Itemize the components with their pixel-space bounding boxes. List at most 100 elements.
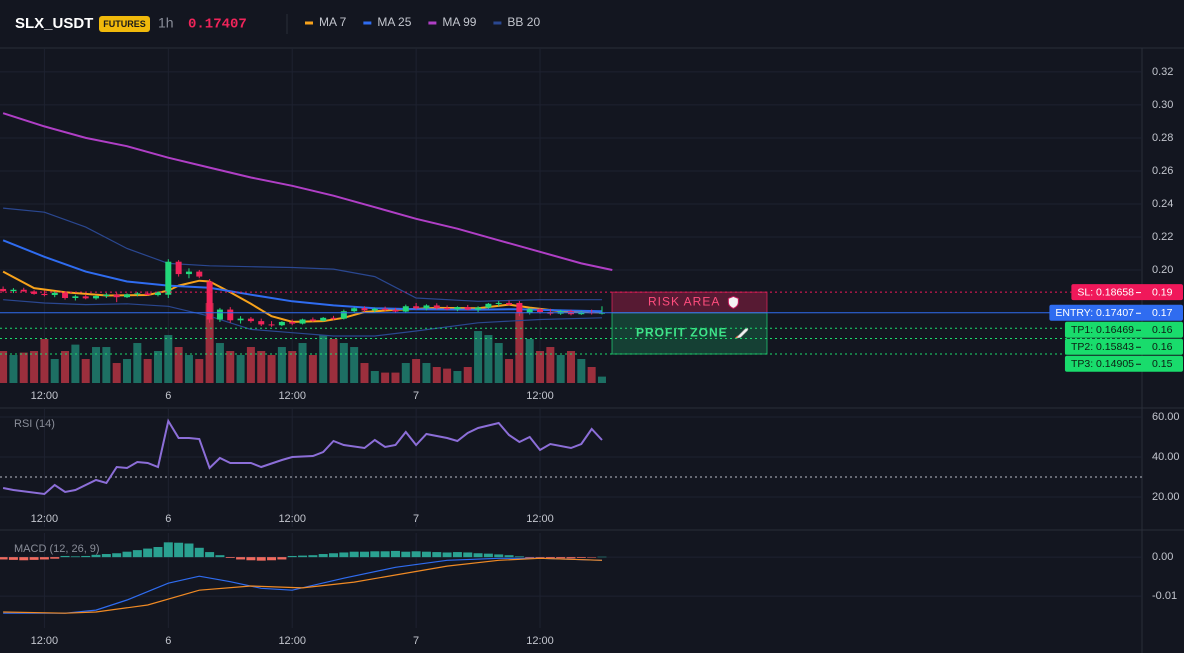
candle-body: [413, 306, 420, 309]
candle-body: [124, 294, 131, 298]
macd-histogram-bar: [442, 552, 452, 558]
price-tag: [1064, 338, 1183, 355]
volume-bar: [123, 359, 132, 383]
y-tick-label: 0.00: [1152, 551, 1173, 563]
candle-body: [320, 317, 327, 321]
candle-body: [41, 293, 48, 296]
volume-bar: [515, 312, 524, 383]
macd-histogram-bar: [112, 553, 122, 558]
candle-body: [392, 309, 399, 312]
macd-histogram-bar: [473, 553, 483, 558]
volume-bar: [30, 351, 39, 383]
interval: 1h: [158, 15, 174, 31]
candle-body: [72, 296, 79, 299]
volume-bar: [153, 351, 162, 383]
macd-histogram-bar: [267, 557, 277, 561]
price-tag-label: SL: 0.18658: [1077, 286, 1134, 298]
x-tick-label: 6: [165, 513, 171, 525]
price-tag-label: TP1: 0.16469: [1071, 324, 1134, 336]
candle-body: [495, 302, 502, 304]
volume-bar: [360, 363, 369, 383]
macd-histogram-bar: [432, 552, 442, 558]
volume-bar: [0, 351, 8, 383]
candle-body: [382, 308, 389, 310]
candle-body: [185, 271, 192, 275]
y-tick-label: 0.20: [1152, 264, 1173, 276]
price-tag: [1064, 355, 1183, 372]
volume-bar: [401, 363, 410, 383]
volume-bar: [81, 359, 90, 383]
x-tick-label: 7: [413, 635, 419, 647]
macd-histogram-bar: [0, 557, 8, 560]
macd-histogram-bar: [380, 551, 390, 558]
volume-bar: [133, 343, 142, 383]
macd-line: [3, 557, 603, 614]
volume-bar: [195, 359, 204, 383]
legend-label: MA 99: [442, 15, 476, 29]
macd-histogram-bar: [318, 554, 328, 558]
macd-histogram-bar: [463, 552, 473, 558]
price-tag-label: TP2: 0.15843: [1071, 341, 1134, 353]
candle-body: [165, 261, 172, 295]
macd-histogram-bar: [514, 556, 524, 558]
volume-bar: [577, 359, 586, 383]
macd-histogram-bar: [401, 551, 411, 558]
volume-bar: [9, 355, 18, 383]
volume-bar: [50, 359, 59, 383]
pane-title: MACD (12, 26, 9): [14, 543, 100, 555]
volume-bar: [92, 347, 101, 383]
macd-histogram-bar: [390, 550, 400, 558]
candle-body: [278, 321, 285, 326]
indicator-line: [2, 112, 613, 271]
y-tick-label: 20.00: [1152, 491, 1180, 503]
macd-line: [3, 557, 603, 614]
macd-histogram-bar: [525, 557, 535, 558]
candle-body: [330, 317, 337, 319]
candle-body: [196, 271, 203, 277]
candle-body: [20, 289, 27, 292]
candle-body: [154, 292, 161, 296]
candle-body: [537, 309, 544, 313]
candle-body: [506, 302, 513, 305]
macd-histogram-bar: [19, 557, 29, 561]
y-tick-label: 40.00: [1152, 451, 1180, 463]
volume-bar: [381, 372, 390, 383]
candle-body: [444, 307, 451, 310]
rocket-flame: [734, 335, 738, 339]
volume-bar: [40, 339, 49, 383]
zone-label: RISK AREA: [648, 295, 720, 309]
candle-body: [361, 308, 368, 311]
price-tag: [1071, 284, 1183, 301]
candle-body: [340, 311, 347, 319]
macd-histogram-bar: [143, 548, 153, 558]
volume-bar: [246, 347, 255, 383]
macd-histogram-bar: [349, 551, 359, 558]
volume-bar: [370, 371, 379, 383]
volume-bar: [102, 347, 111, 383]
macd-histogram-bar: [236, 557, 246, 560]
candle-body: [93, 296, 100, 299]
candle-body: [237, 318, 244, 321]
candle-body: [454, 307, 461, 310]
x-tick-label: 12:00: [31, 513, 59, 525]
candle-body: [464, 307, 471, 310]
volume-bar: [319, 335, 328, 383]
volume-bar: [422, 363, 431, 383]
macd-histogram-bar: [194, 547, 204, 558]
candle-body: [516, 302, 523, 313]
legend-label: MA 25: [377, 15, 411, 29]
y-tick-label: 0.26: [1152, 165, 1173, 177]
price-tag-axis: 0.15: [1152, 358, 1173, 370]
volume-bar: [257, 351, 266, 383]
macd-histogram-bar: [132, 550, 142, 558]
volume-bar: [226, 351, 235, 383]
volume-bar: [536, 351, 545, 383]
macd-histogram-bar: [256, 557, 266, 561]
macd-histogram-bar: [494, 554, 504, 558]
volume-bar: [215, 343, 224, 383]
volume-bar: [164, 335, 173, 383]
x-tick-label: 12:00: [526, 513, 554, 525]
macd-histogram-bar: [163, 542, 173, 558]
macd-histogram-bar: [359, 551, 369, 558]
